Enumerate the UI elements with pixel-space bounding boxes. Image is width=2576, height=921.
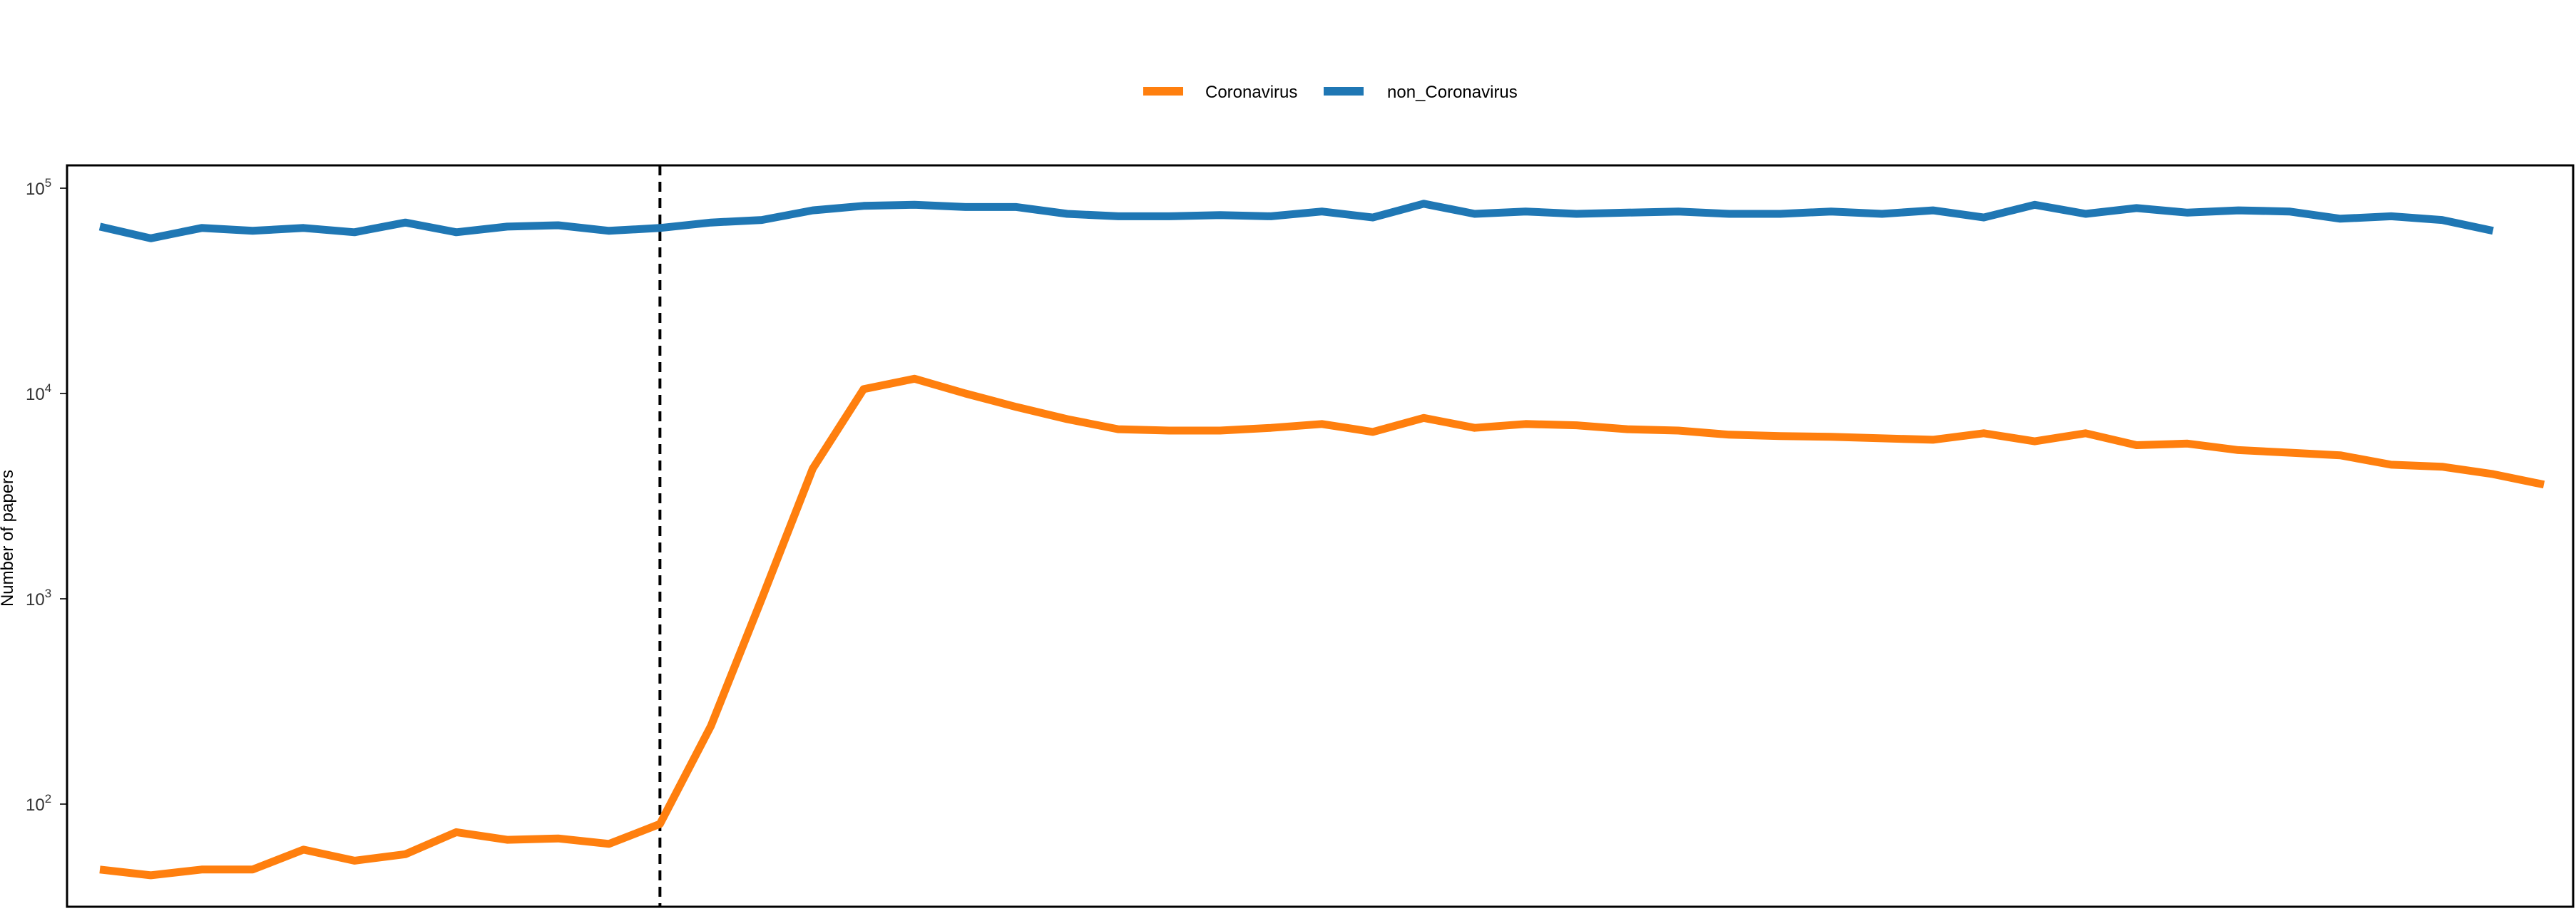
y-tick-label: 102 xyxy=(26,792,51,815)
y-tick-label: 103 xyxy=(26,587,51,609)
y-axis-title: Number of papers xyxy=(0,470,17,607)
legend-label-coronavirus: Coronavirus xyxy=(1205,83,1297,102)
plot-frame xyxy=(66,164,2575,908)
plot-area xyxy=(98,165,2545,907)
y-tick-label: 104 xyxy=(26,381,51,404)
legend: Coronavirus non_Coronavirus xyxy=(1143,83,1518,102)
series-line-coronavirus xyxy=(99,374,2545,880)
y-axis-ticks: 102 103 104 105 xyxy=(26,176,67,815)
legend-label-non-coronavirus: non_Coronavirus xyxy=(1387,83,1518,102)
y-tick-label: 105 xyxy=(26,176,51,199)
series-line-non-coronavirus xyxy=(98,200,2494,242)
